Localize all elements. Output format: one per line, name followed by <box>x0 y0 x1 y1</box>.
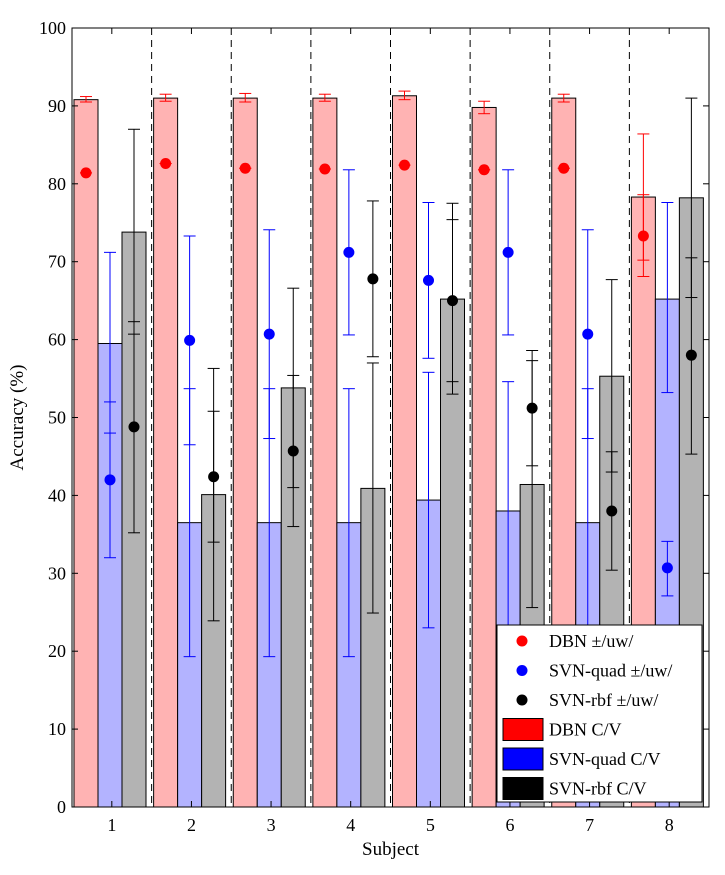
y-tick-label: 80 <box>48 174 66 194</box>
point-1-subject-6 <box>479 164 490 175</box>
y-tick-label: 100 <box>39 18 66 38</box>
x-tick-label: 8 <box>665 815 674 835</box>
point-1-subject-4 <box>319 163 330 174</box>
legend-label: DBN ±/uw/ <box>549 631 633 651</box>
point-2-subject-6 <box>503 247 514 258</box>
point-1-subject-5 <box>399 160 410 171</box>
point-3-subject-1 <box>129 421 140 432</box>
point-2-subject-4 <box>343 247 354 258</box>
point-2-subject-3 <box>264 329 275 340</box>
x-axis-label: Subject <box>362 839 420 860</box>
y-tick-label: 0 <box>57 797 66 817</box>
point-3-subject-8 <box>686 350 697 361</box>
point-3-subject-6 <box>527 403 538 414</box>
x-tick-label: 7 <box>585 815 594 835</box>
y-tick-label: 50 <box>48 408 66 428</box>
x-tick-label: 2 <box>187 815 196 835</box>
chart: 0102030405060708090100 12345678 Subject … <box>0 0 725 875</box>
point-3-subject-3 <box>288 445 299 456</box>
legend-swatch <box>503 778 543 800</box>
legend-marker <box>517 636 528 647</box>
bar-1-subject-2 <box>154 98 178 807</box>
point-1-subject-2 <box>160 158 171 169</box>
legend-box <box>497 625 702 802</box>
point-1-subject-8 <box>638 230 649 241</box>
x-tick-label: 5 <box>426 815 435 835</box>
y-axis-label: Accuracy (%) <box>7 364 28 470</box>
legend-marker <box>517 665 528 676</box>
legend-label: SVN-rbf C/V <box>549 779 647 799</box>
point-2-subject-1 <box>105 474 116 485</box>
y-tick-label: 90 <box>48 96 66 116</box>
legend-swatch <box>503 719 543 741</box>
point-1-subject-7 <box>558 163 569 174</box>
point-1-subject-3 <box>240 163 251 174</box>
bar-1-subject-1 <box>74 100 98 807</box>
point-2-subject-5 <box>423 275 434 286</box>
legend-label: SVN-rbf ±/uw/ <box>549 690 658 710</box>
legend-label: SVN-quad ±/uw/ <box>549 661 672 681</box>
point-3-subject-7 <box>606 505 617 516</box>
legend-label: SVN-quad C/V <box>549 749 661 769</box>
legend: DBN ±/uw/SVN-quad ±/uw/SVN-rbf ±/uw/DBN … <box>497 625 702 802</box>
point-2-subject-7 <box>582 329 593 340</box>
point-3-subject-5 <box>447 295 458 306</box>
x-tick-label: 6 <box>505 815 514 835</box>
x-tick-label: 1 <box>107 815 116 835</box>
x-tick-label: 3 <box>267 815 276 835</box>
bar-1-subject-3 <box>233 98 257 807</box>
legend-label: DBN C/V <box>549 720 622 740</box>
y-tick-label: 70 <box>48 252 66 272</box>
bar-1-subject-6 <box>472 107 496 807</box>
x-tick-label: 4 <box>346 815 355 835</box>
point-1-subject-1 <box>81 167 92 178</box>
legend-marker <box>517 695 528 706</box>
point-3-subject-4 <box>367 273 378 284</box>
legend-swatch <box>503 748 543 770</box>
y-tick-label: 20 <box>48 641 66 661</box>
bar-1-subject-4 <box>313 98 337 807</box>
y-tick-label: 10 <box>48 719 66 739</box>
y-tick-label: 40 <box>48 485 66 505</box>
point-3-subject-2 <box>208 471 219 482</box>
point-2-subject-2 <box>184 335 195 346</box>
y-tick-label: 30 <box>48 563 66 583</box>
y-tick-label: 60 <box>48 330 66 350</box>
bar-1-subject-5 <box>393 96 417 807</box>
point-2-subject-8 <box>662 562 673 573</box>
